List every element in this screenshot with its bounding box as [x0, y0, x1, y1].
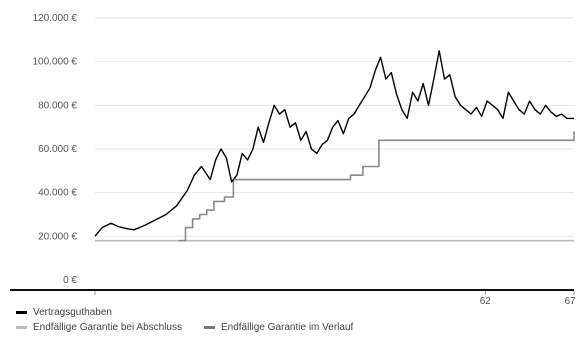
legend-swatch-garantie-verlauf [203, 325, 215, 329]
legend-label-garantie-verlauf: Endfällige Garantie im Verlauf [220, 321, 354, 333]
x-axis-ticks: 62 67 [94, 291, 576, 307]
y-axis-ticks: 0 € 20.000 € 40.000 € 60.000 € 80.000 € 100.0… [33, 13, 78, 286]
legend-swatch-garantie-abschluss [16, 325, 27, 329]
y-tick-label-0: 0 € [63, 275, 77, 286]
x-tick-label-1: 67 [564, 296, 576, 307]
legend: Vertragsguthaben Endfällige Garantie bei… [16, 306, 375, 333]
y-tick-label-4: 80.000 € [38, 100, 77, 111]
legend-label-garantie-abschluss: Endfällige Garantie bei Abschluss [33, 321, 182, 333]
y-tick-label-3: 60.000 € [38, 144, 77, 155]
series-lines [94, 50, 575, 242]
legend-row-2: Endfällige Garantie bei Abschluss Endfäl… [16, 321, 375, 333]
legend-label-vertragsguthaben: Vertragsguthaben [33, 306, 112, 318]
x-tick-label-0: 62 [480, 296, 492, 307]
legend-item-garantie-abschluss: Endfällige Garantie bei Abschluss [16, 322, 182, 333]
legend-swatch-vertragsguthaben [16, 310, 27, 314]
y-tick-label-1: 20.000 € [38, 231, 77, 242]
gridlines [95, 17, 574, 237]
y-tick-label-2: 40.000 € [38, 188, 77, 199]
legend-row-1: Vertragsguthaben [16, 306, 375, 318]
y-tick-label-5: 100.000 € [33, 57, 78, 68]
legend-item-garantie-verlauf: Endfällige Garantie im Verlauf [203, 321, 354, 333]
series-line-2 [178, 131, 575, 242]
y-tick-label-6: 120.000 € [33, 13, 78, 24]
legend-item-vertragsguthaben: Vertragsguthaben [16, 307, 112, 318]
series-line-0 [94, 50, 574, 237]
